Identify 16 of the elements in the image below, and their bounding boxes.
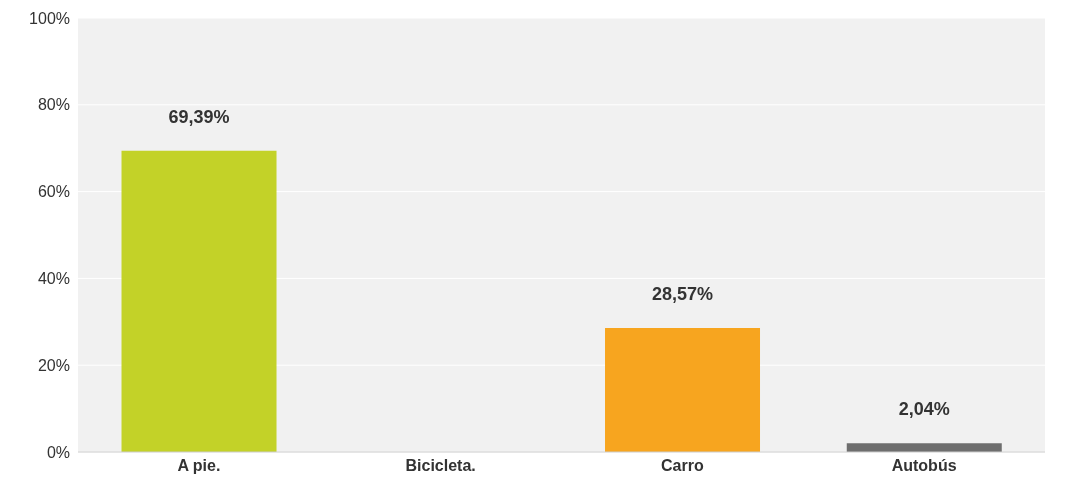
data-label: 69,39%	[168, 106, 230, 127]
x-tick-label: Carro	[661, 457, 704, 475]
y-tick-label: 80%	[37, 96, 70, 114]
y-tick-label: 60%	[37, 183, 70, 201]
x-tick-label: Bicicleta.	[405, 457, 476, 475]
y-tick-label: 0%	[46, 443, 70, 461]
y-tick-label: 40%	[37, 270, 70, 288]
bar	[605, 328, 761, 452]
y-tick-label: 20%	[37, 356, 70, 374]
data-label: 28,57%	[651, 284, 714, 305]
bar	[846, 443, 1002, 452]
x-tick-label: Autobús	[891, 457, 957, 475]
y-tick-label: 100%	[29, 9, 70, 27]
data-label: 2,04%	[898, 399, 950, 420]
x-tick-label: A pie.	[177, 457, 221, 475]
bar	[121, 150, 277, 452]
